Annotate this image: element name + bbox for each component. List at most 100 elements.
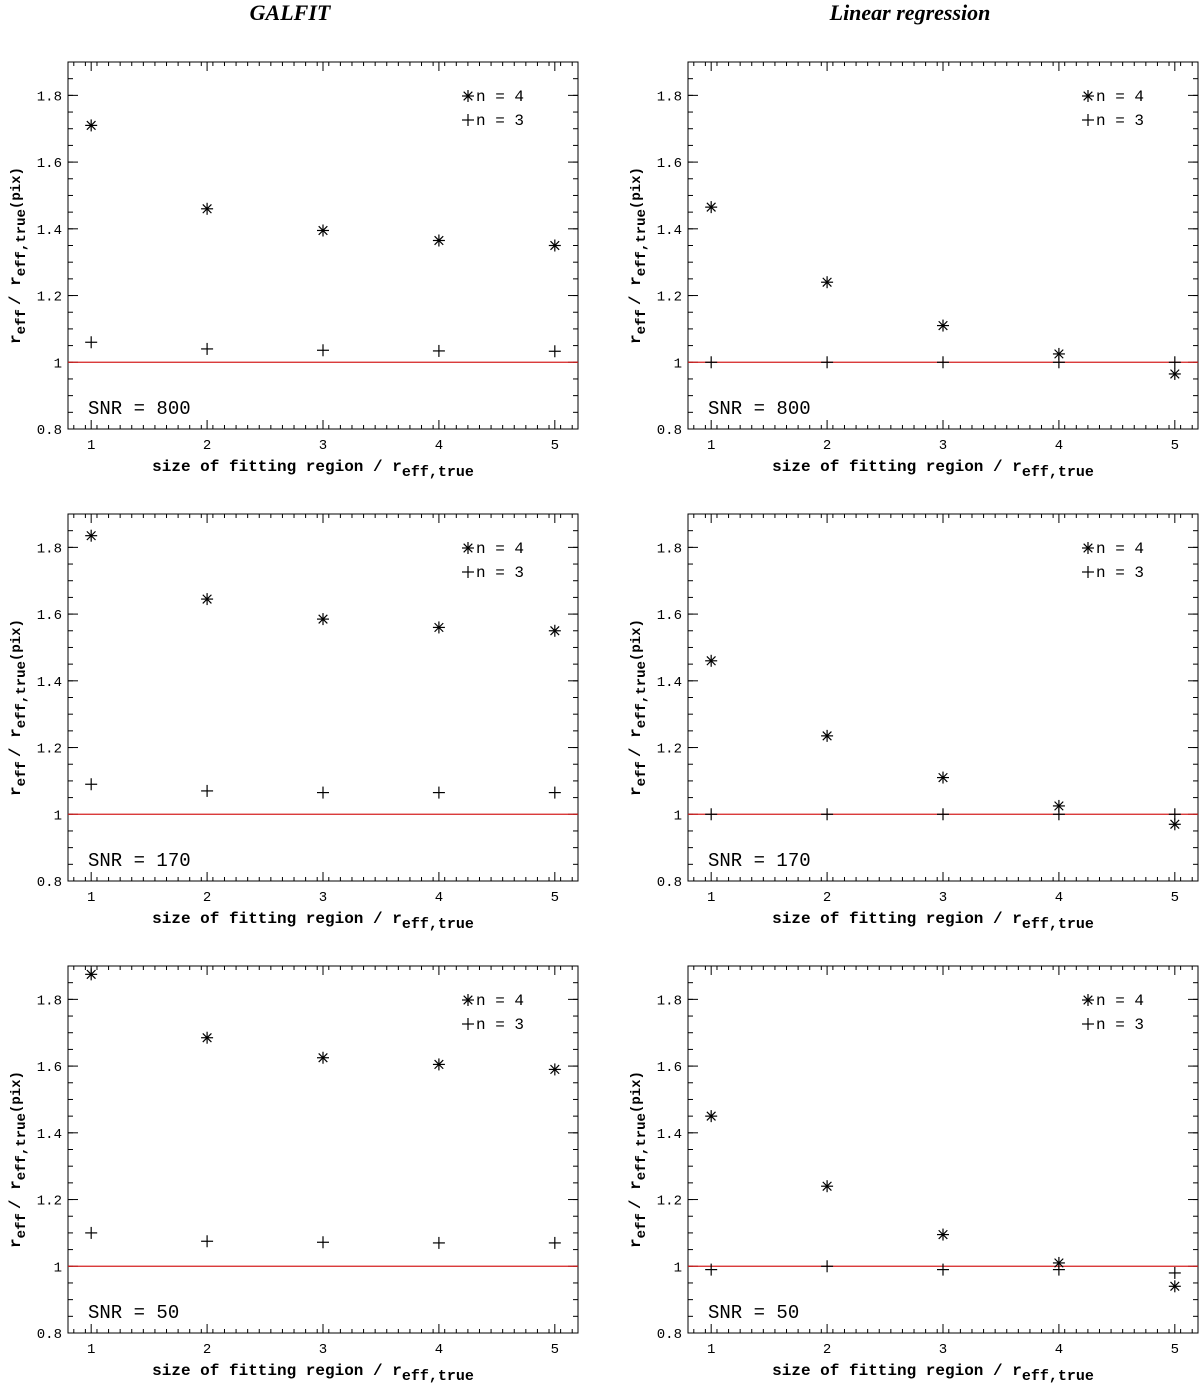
- y-tick-label: 1: [54, 808, 62, 824]
- data-point-asterisk: [201, 593, 214, 606]
- y-tick-label: 0.8: [657, 875, 682, 891]
- data-point-asterisk: [317, 224, 329, 237]
- data-point-asterisk: [1168, 818, 1181, 831]
- snr-annotation: SNR = 50: [708, 1302, 799, 1324]
- legend-marker-asterisk: [1082, 994, 1094, 1006]
- data-point-asterisk: [432, 234, 445, 247]
- y-tick-label: 1.2: [37, 290, 62, 306]
- data-point-plus: [317, 786, 329, 799]
- legend-label: n = 3: [476, 112, 524, 130]
- y-tick-label: 1.4: [657, 675, 682, 691]
- y-tick-label: 1: [674, 1260, 682, 1276]
- y-tick-label: 1.4: [37, 1127, 62, 1143]
- y-tick-label: 0.8: [657, 423, 682, 439]
- data-point-asterisk: [201, 202, 214, 215]
- x-tick-label: 4: [435, 890, 443, 906]
- legend-label: n = 4: [1096, 88, 1144, 106]
- legend-label: n = 3: [476, 1016, 524, 1034]
- y-tick-label: 1.2: [657, 742, 682, 758]
- data-point-asterisk: [548, 239, 561, 252]
- data-point-asterisk: [821, 276, 834, 289]
- data-point-plus: [1052, 808, 1065, 821]
- y-tick-label: 1.4: [37, 223, 62, 239]
- legend-marker-plus: [462, 1018, 474, 1030]
- data-point-plus: [85, 336, 98, 349]
- data-point-asterisk: [937, 1228, 949, 1241]
- x-tick-label: 5: [1171, 1342, 1179, 1358]
- y-tick-label: 1.2: [37, 742, 62, 758]
- y-tick-label: 1.8: [37, 541, 62, 557]
- data-point-asterisk: [317, 1051, 329, 1064]
- legend-marker-plus: [1082, 1018, 1094, 1030]
- data-point-asterisk: [85, 119, 98, 132]
- y-tick-label: 0.8: [37, 423, 62, 439]
- data-point-asterisk: [937, 771, 949, 784]
- x-tick-label: 2: [823, 438, 831, 454]
- x-tick-label: 5: [551, 1342, 559, 1358]
- data-point-asterisk: [1168, 367, 1181, 380]
- data-point-plus: [201, 1235, 214, 1248]
- y-tick-label: 1.4: [657, 1127, 682, 1143]
- legend-marker-asterisk: [1082, 90, 1094, 102]
- x-axis-label: size of fitting region / reff,true: [772, 1362, 1094, 1385]
- x-tick-label: 2: [823, 1342, 831, 1358]
- legend-marker-plus: [462, 566, 474, 578]
- x-axis-label: size of fitting region / reff,true: [152, 910, 474, 933]
- data-point-plus: [1168, 1266, 1181, 1279]
- data-point-plus: [317, 344, 329, 357]
- legend-label: n = 4: [476, 88, 524, 106]
- y-tick-label: 1.2: [37, 1194, 62, 1210]
- y-tick-label: 1.6: [657, 608, 682, 624]
- x-tick-label: 3: [939, 438, 947, 454]
- x-axis-label: size of fitting region / reff,true: [152, 1362, 474, 1385]
- data-point-plus: [937, 356, 949, 369]
- legend-marker-asterisk: [462, 542, 474, 554]
- y-axis-label: reff/ reff,true(pix): [7, 1071, 30, 1248]
- snr-annotation: SNR = 50: [88, 1302, 179, 1324]
- x-tick-label: 3: [319, 438, 327, 454]
- y-tick-label: 1.4: [37, 675, 62, 691]
- legend-marker-plus: [1082, 566, 1094, 578]
- legend-marker-asterisk: [462, 994, 474, 1006]
- data-point-asterisk: [548, 624, 561, 637]
- panel-5: 1 2 3 4 5 0.8 1 1.2 1.4 1.6 1.8 n = 4 n = 3 SNR = 50 s…: [7, 965, 579, 1385]
- data-point-plus: [821, 356, 834, 369]
- x-tick-label: 3: [939, 890, 947, 906]
- data-point-plus: [548, 786, 561, 799]
- legend-marker-plus: [1082, 114, 1094, 126]
- y-tick-label: 1.8: [657, 89, 682, 105]
- data-point-asterisk: [432, 621, 445, 634]
- x-tick-label: 5: [1171, 890, 1179, 906]
- y-tick-label: 1.8: [37, 89, 62, 105]
- data-point-plus: [937, 808, 949, 821]
- legend-marker-plus: [462, 114, 474, 126]
- x-tick-label: 2: [203, 1342, 211, 1358]
- data-point-asterisk: [705, 201, 718, 214]
- x-tick-label: 4: [435, 438, 443, 454]
- x-axis-label: size of fitting region / reff,true: [772, 458, 1094, 481]
- data-point-plus: [548, 1236, 561, 1249]
- y-tick-label: 1.6: [37, 608, 62, 624]
- x-tick-label: 2: [823, 890, 831, 906]
- data-point-asterisk: [432, 1058, 445, 1071]
- x-tick-label: 1: [87, 1342, 95, 1358]
- legend-label: n = 3: [1096, 564, 1144, 582]
- y-tick-label: 1.6: [657, 156, 682, 172]
- data-point-asterisk: [1168, 1280, 1181, 1293]
- snr-annotation: SNR = 800: [88, 398, 191, 420]
- x-tick-label: 4: [435, 1342, 443, 1358]
- data-point-plus: [705, 356, 718, 369]
- data-point-plus: [432, 344, 445, 357]
- data-point-plus: [432, 786, 445, 799]
- x-tick-label: 3: [939, 1342, 947, 1358]
- data-point-plus: [85, 1226, 98, 1239]
- y-tick-label: 1.2: [657, 1194, 682, 1210]
- y-axis-label: reff/ reff,true(pix): [627, 619, 650, 796]
- minor-ticks: [688, 62, 1198, 430]
- data-point-plus: [201, 342, 214, 355]
- panel-2: 1 2 3 4 5 0.8 1 1.2 1.4 1.6 1.8 n = 4 n = 3 SNR = 800…: [627, 61, 1199, 481]
- legend-label: n = 4: [1096, 540, 1144, 558]
- data-point-plus: [1052, 356, 1065, 369]
- data-point-plus: [705, 808, 718, 821]
